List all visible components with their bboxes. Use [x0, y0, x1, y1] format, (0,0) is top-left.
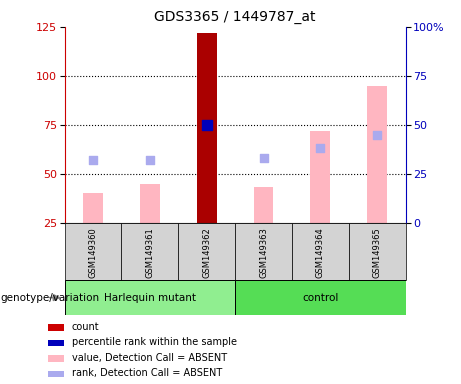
Bar — [197, 33, 217, 223]
Text: count: count — [71, 322, 99, 332]
Text: GSM149363: GSM149363 — [259, 227, 268, 278]
Text: control: control — [302, 293, 338, 303]
Point — [317, 145, 324, 151]
Point — [89, 157, 97, 163]
Text: percentile rank within the sample: percentile rank within the sample — [71, 338, 236, 348]
Bar — [48, 371, 64, 377]
Text: genotype/variation: genotype/variation — [0, 293, 99, 303]
Bar — [83, 194, 103, 223]
Text: Harlequin mutant: Harlequin mutant — [104, 293, 196, 303]
Bar — [310, 131, 331, 223]
Bar — [140, 184, 160, 223]
Point — [373, 131, 381, 138]
Bar — [65, 280, 235, 315]
Bar — [254, 187, 273, 223]
Point — [260, 155, 267, 161]
Bar — [178, 223, 235, 280]
Bar — [65, 223, 121, 280]
Text: GSM149362: GSM149362 — [202, 227, 211, 278]
Title: GDS3365 / 1449787_at: GDS3365 / 1449787_at — [154, 10, 316, 25]
Bar — [121, 223, 178, 280]
Bar — [235, 280, 406, 315]
Text: value, Detection Call = ABSENT: value, Detection Call = ABSENT — [71, 353, 227, 363]
Text: GSM149364: GSM149364 — [316, 227, 325, 278]
Bar — [48, 324, 64, 331]
Text: GSM149365: GSM149365 — [373, 227, 382, 278]
Bar — [235, 223, 292, 280]
Bar — [48, 340, 64, 346]
Text: rank, Detection Call = ABSENT: rank, Detection Call = ABSENT — [71, 368, 222, 378]
Text: GSM149360: GSM149360 — [89, 227, 97, 278]
Bar — [367, 86, 387, 223]
Bar — [292, 223, 349, 280]
Text: GSM149361: GSM149361 — [145, 227, 154, 278]
Point — [203, 122, 210, 128]
Bar — [48, 356, 64, 362]
Point — [146, 157, 154, 163]
Bar — [349, 223, 406, 280]
